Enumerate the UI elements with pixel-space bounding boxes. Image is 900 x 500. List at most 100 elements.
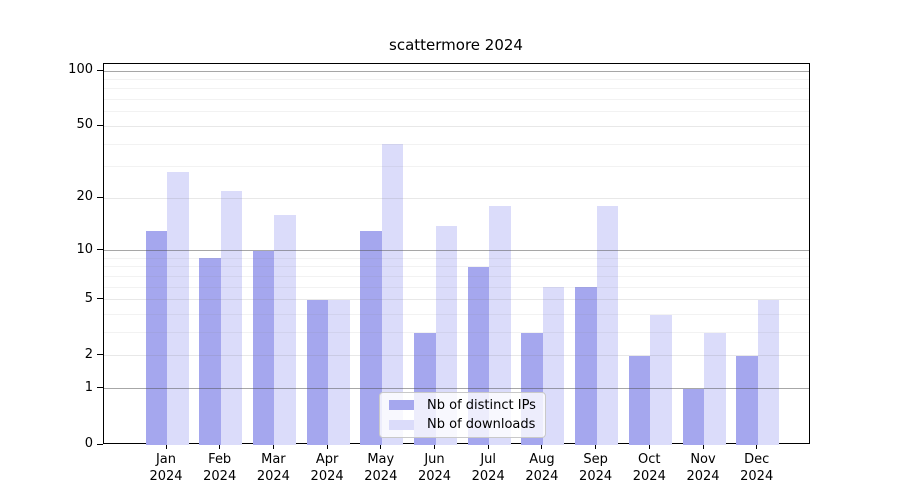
gridline-y-70 [104, 99, 809, 101]
x-tick-jul [487, 444, 489, 449]
x-tick-may [380, 444, 382, 449]
bar-sep-nb-of-distinct-ips [575, 287, 597, 445]
x-tick-label-jan: Jan 2024 [138, 451, 194, 485]
x-tick-label-year: 2024 [686, 469, 720, 484]
x-tick-mar [272, 444, 274, 449]
x-tick-label-mar: Mar 2024 [245, 451, 301, 485]
gridline-y-1 [104, 388, 809, 390]
bar-apr-nb-of-downloads [328, 299, 350, 445]
x-tick-label-year: 2024 [310, 469, 344, 484]
gridline-y-7 [104, 275, 809, 277]
y-tick-label-100: 100 [68, 62, 93, 77]
gridline-y-10 [104, 250, 809, 252]
bar-nov-nb-of-distinct-ips [682, 388, 704, 445]
legend-item-downloads: Nb of downloads [389, 417, 536, 434]
x-tick-dec [756, 444, 758, 449]
x-tick-label-dec: Dec 2024 [729, 451, 785, 485]
gridline-y-4 [104, 314, 809, 316]
gridline-y-100 [104, 70, 809, 72]
legend-label-distinct-ips: Nb of distinct IPs [427, 397, 536, 413]
y-tick-20 [97, 196, 103, 198]
x-tick-aug [541, 444, 543, 449]
bar-sep-nb-of-downloads [596, 206, 619, 445]
bar-feb-nb-of-downloads [220, 190, 243, 445]
y-tick-label-1: 1 [84, 379, 93, 395]
legend-item-distinct-ips: Nb of distinct IPs [389, 397, 536, 414]
x-tick-label-year: 2024 [256, 469, 290, 484]
bar-aug-nb-of-downloads [542, 287, 565, 445]
y-tick-label-5: 5 [84, 290, 93, 306]
legend-swatch-distinct-ips [389, 400, 414, 411]
x-tick-label-oct: Oct 2024 [621, 451, 677, 485]
legend-swatch-downloads [389, 419, 414, 430]
x-tick-label-year: 2024 [471, 469, 505, 484]
y-tick-1 [97, 387, 103, 389]
gridline-y-60 [104, 111, 809, 113]
bar-dec-nb-of-distinct-ips [736, 355, 758, 445]
x-tick-label-feb: Feb 2024 [192, 451, 248, 485]
bar-mar-nb-of-downloads [274, 215, 296, 445]
x-tick-sep [595, 444, 597, 449]
y-tick-10 [97, 249, 103, 251]
gridline-y-50 [104, 125, 809, 127]
bar-may-nb-of-distinct-ips [360, 231, 382, 445]
x-tick-label-jul: Jul 2024 [460, 451, 516, 485]
gridline-y-5 [104, 299, 809, 301]
gridline-y-80 [104, 88, 809, 90]
gridline-y-3 [104, 332, 809, 334]
y-tick-100 [97, 69, 103, 71]
bar-jan-nb-of-downloads [167, 172, 189, 445]
y-tick-label-2: 2 [84, 346, 93, 362]
bar-jun-nb-of-downloads [435, 225, 457, 445]
x-tick-label-year: 2024 [740, 469, 774, 484]
x-tick-label-year: 2024 [525, 469, 559, 484]
gridline-y-9 [104, 257, 809, 259]
x-tick-label-year: 2024 [579, 469, 613, 484]
x-tick-label-year: 2024 [417, 469, 452, 484]
x-tick-label-year: 2024 [149, 469, 183, 484]
gridline-y-20 [104, 197, 809, 199]
gridline-y-6 [104, 286, 809, 288]
bar-mar-nb-of-distinct-ips [252, 250, 275, 445]
y-tick-2 [97, 354, 103, 356]
bar-oct-nb-of-distinct-ips [628, 355, 651, 445]
y-tick-label-0: 0 [84, 436, 93, 451]
x-tick-label-year: 2024 [203, 469, 237, 484]
x-tick-label-year: 2024 [632, 469, 666, 484]
x-tick-feb [219, 444, 221, 449]
y-tick-label-20: 20 [76, 189, 93, 205]
x-tick-apr [326, 444, 328, 449]
x-tick-label-may: May 2024 [353, 451, 409, 485]
x-tick-jun [434, 444, 435, 449]
x-tick-label-aug: Aug 2024 [514, 451, 570, 485]
x-tick-label-jun: Jun 2024 [407, 451, 463, 485]
gridline-y-8 [104, 266, 809, 268]
legend: Nb of distinct IPs Nb of downloads [379, 392, 546, 438]
x-tick-label-apr: Apr 2024 [299, 451, 355, 485]
gridline-y-2 [104, 355, 809, 357]
x-tick-oct [648, 444, 650, 449]
bar-jul-nb-of-downloads [489, 206, 511, 445]
chart-title: scattermore 2024 [389, 36, 523, 54]
plot-area: Nb of distinct IPs Nb of downloads [103, 63, 810, 445]
y-tick-0 [97, 443, 103, 445]
bar-dec-nb-of-downloads [757, 299, 780, 445]
y-tick-50 [97, 124, 103, 126]
bar-may-nb-of-downloads [381, 144, 404, 445]
bar-apr-nb-of-distinct-ips [306, 299, 329, 445]
y-tick-label-10: 10 [76, 241, 93, 257]
bar-jan-nb-of-distinct-ips [145, 231, 167, 445]
x-tick-label-sep: Sep 2024 [568, 451, 624, 485]
bar-oct-nb-of-downloads [650, 314, 672, 445]
gridline-y-30 [104, 166, 809, 168]
x-tick-label-nov: Nov 2024 [675, 451, 731, 485]
x-tick-nov [702, 444, 704, 449]
gridline-y-40 [104, 143, 809, 145]
y-tick-label-50: 50 [76, 117, 93, 133]
gridline-y-90 [104, 78, 809, 80]
y-tick-5 [97, 298, 103, 300]
bar-feb-nb-of-distinct-ips [199, 258, 221, 445]
x-tick-label-year: 2024 [364, 469, 398, 484]
x-tick-jan [165, 444, 167, 449]
